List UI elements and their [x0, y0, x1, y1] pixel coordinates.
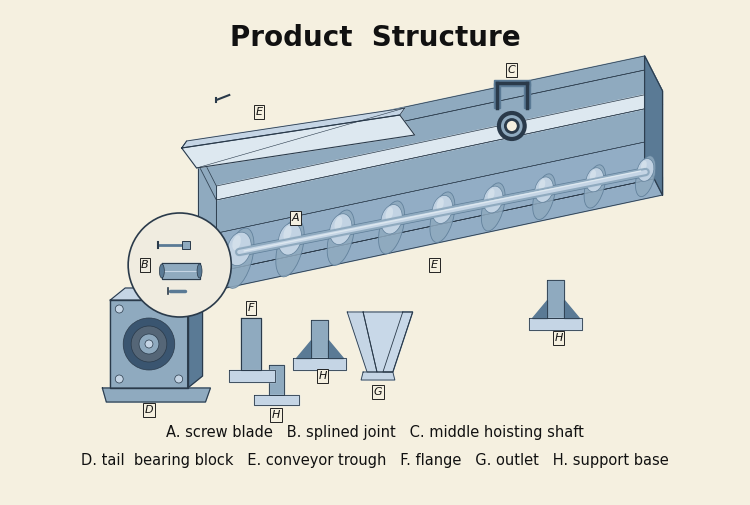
Polygon shape: [296, 340, 310, 358]
Polygon shape: [162, 263, 200, 279]
Polygon shape: [645, 56, 662, 105]
Polygon shape: [217, 105, 662, 272]
Polygon shape: [645, 70, 662, 195]
Ellipse shape: [327, 210, 355, 266]
Circle shape: [123, 318, 175, 370]
Ellipse shape: [635, 156, 656, 196]
Ellipse shape: [160, 264, 164, 278]
Ellipse shape: [436, 198, 444, 211]
Ellipse shape: [379, 201, 405, 254]
Ellipse shape: [586, 168, 604, 192]
Ellipse shape: [535, 177, 554, 203]
Text: B: B: [141, 260, 148, 270]
Polygon shape: [547, 280, 564, 318]
Polygon shape: [564, 300, 579, 318]
Text: G: G: [374, 387, 382, 397]
Text: E: E: [256, 107, 262, 117]
Polygon shape: [361, 372, 394, 380]
Polygon shape: [199, 56, 645, 165]
Ellipse shape: [484, 186, 503, 213]
Text: H: H: [272, 410, 280, 420]
Polygon shape: [524, 83, 530, 108]
Polygon shape: [347, 312, 377, 372]
Polygon shape: [532, 300, 547, 318]
Polygon shape: [103, 388, 211, 402]
Text: H: H: [554, 333, 562, 343]
Polygon shape: [182, 115, 415, 168]
Ellipse shape: [638, 159, 654, 181]
Text: A: A: [292, 213, 299, 223]
Ellipse shape: [432, 195, 452, 223]
Circle shape: [175, 375, 183, 383]
Polygon shape: [494, 83, 500, 108]
Ellipse shape: [334, 217, 342, 230]
Polygon shape: [494, 80, 530, 86]
Circle shape: [506, 120, 518, 132]
Ellipse shape: [284, 226, 292, 240]
Circle shape: [175, 305, 183, 313]
Polygon shape: [182, 108, 405, 148]
Circle shape: [116, 305, 123, 313]
Polygon shape: [199, 151, 217, 200]
Polygon shape: [199, 70, 645, 237]
Text: F: F: [248, 303, 254, 313]
Polygon shape: [269, 365, 284, 395]
Ellipse shape: [197, 264, 202, 278]
Text: Product  Structure: Product Structure: [230, 24, 520, 52]
Polygon shape: [383, 312, 412, 372]
Polygon shape: [230, 370, 275, 382]
Polygon shape: [254, 395, 298, 405]
Text: E: E: [431, 260, 438, 270]
Ellipse shape: [386, 207, 393, 221]
Circle shape: [128, 213, 231, 317]
Polygon shape: [199, 142, 662, 272]
Ellipse shape: [232, 235, 241, 250]
Polygon shape: [188, 288, 202, 388]
Ellipse shape: [276, 219, 304, 277]
Polygon shape: [292, 358, 346, 370]
Polygon shape: [217, 91, 662, 200]
Text: D: D: [145, 405, 153, 415]
Ellipse shape: [590, 170, 596, 181]
Ellipse shape: [641, 161, 646, 171]
Text: H: H: [318, 371, 327, 381]
Text: C: C: [508, 65, 516, 75]
Circle shape: [116, 375, 123, 383]
Polygon shape: [328, 340, 344, 358]
Polygon shape: [110, 288, 202, 300]
Circle shape: [131, 326, 166, 362]
Ellipse shape: [381, 205, 402, 234]
Polygon shape: [242, 318, 261, 370]
Polygon shape: [310, 320, 328, 358]
Polygon shape: [529, 318, 582, 330]
Ellipse shape: [538, 179, 545, 191]
Circle shape: [500, 114, 524, 138]
Circle shape: [145, 340, 153, 348]
Ellipse shape: [430, 192, 455, 242]
Polygon shape: [363, 312, 413, 372]
Polygon shape: [645, 56, 662, 195]
Ellipse shape: [330, 214, 352, 244]
Text: A. screw blade   B. splined joint   C. middle hoisting shaft: A. screw blade B. splined joint C. middl…: [166, 425, 584, 439]
Bar: [182, 241, 190, 249]
Ellipse shape: [488, 188, 494, 200]
Ellipse shape: [278, 223, 302, 255]
Polygon shape: [217, 177, 662, 290]
Circle shape: [139, 334, 159, 354]
Polygon shape: [199, 165, 217, 290]
Ellipse shape: [532, 174, 555, 220]
Ellipse shape: [482, 183, 505, 231]
Ellipse shape: [584, 165, 605, 208]
Ellipse shape: [224, 228, 254, 288]
Polygon shape: [110, 300, 188, 388]
Text: D. tail  bearing block   E. conveyor trough   F. flange   G. outlet   H. support: D. tail bearing block E. conveyor trough…: [81, 452, 669, 468]
Ellipse shape: [227, 232, 251, 266]
